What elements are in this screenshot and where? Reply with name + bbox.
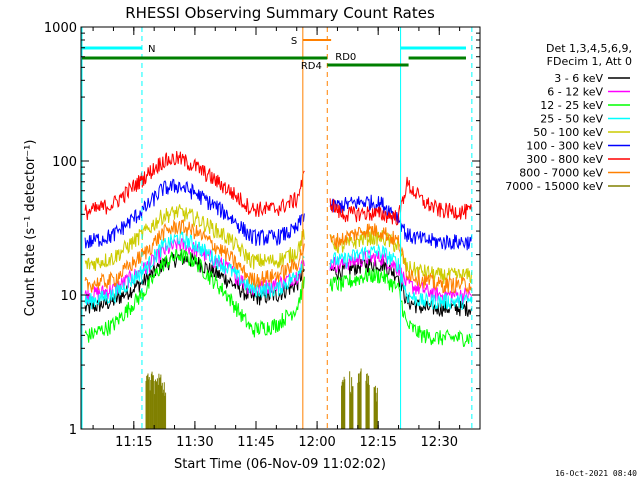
series-line-6 (84, 150, 305, 220)
legend-entry: 25 - 50 keV (540, 113, 603, 126)
legend-header: FDecim 1, Att 0 (547, 55, 632, 68)
x-tick-label: 12:15 (359, 435, 396, 450)
x-tick-label: 11:30 (176, 435, 213, 450)
y-tick-label: 100 (52, 155, 77, 170)
flag-label: N (148, 44, 155, 55)
chart-title: RHESSI Observing Summary Count Rates (125, 4, 435, 22)
axis-layer: 11:15 11:30 11:45 12:00 12:15 12:30 1 10 100 1000 (44, 21, 480, 450)
flag-label: RD0 (335, 52, 356, 63)
legend: Det 1,3,4,5,6,9,FDecim 1, Att 0 3 - 6 keV… (505, 42, 632, 193)
flag-label: S (291, 36, 297, 47)
legend-entry: 12 - 25 keV (540, 99, 603, 112)
series-line-4 (84, 204, 305, 272)
series-7000-15000-kev (145, 368, 378, 429)
y-axis-label: Count Rate (s⁻¹ detector⁻¹) (23, 140, 38, 317)
series-line-5 (84, 178, 305, 249)
x-axis-label: Start Time (06-Nov-09 11:02:02) (174, 457, 386, 472)
x-tick-label: 11:45 (237, 435, 274, 450)
legend-entry: 100 - 300 keV (526, 140, 603, 153)
series-layer (84, 150, 473, 429)
series-line-7 (84, 219, 305, 293)
legend-entry: 7000 - 15000 keV (505, 180, 603, 193)
x-tick-label: 12:00 (298, 435, 335, 450)
legend-entry: 50 - 100 keV (533, 126, 603, 139)
series-line-2 (84, 248, 305, 343)
legend-entry: 300 - 800 keV (526, 153, 603, 166)
marker-layer: N S RD4 RD0 (81, 27, 473, 429)
y-tick-label: 1 (69, 423, 77, 438)
y-tick-label: 1000 (44, 21, 77, 36)
x-tick-label: 11:15 (115, 435, 152, 450)
legend-entry: 800 - 7000 keV (519, 167, 603, 180)
x-tick-label: 12:30 (421, 435, 458, 450)
y-tick-label: 10 (60, 289, 77, 304)
flag-label: RD4 (301, 61, 322, 72)
series-line-3 (84, 229, 305, 310)
timestamp: 16-Oct-2021 08:40 (555, 469, 637, 478)
legend-header: Det 1,3,4,5,6,9, (546, 42, 632, 55)
legend-entry: 6 - 12 keV (547, 86, 603, 99)
legend-entry: 3 - 6 keV (554, 72, 603, 85)
plot-frame (80, 26, 481, 430)
